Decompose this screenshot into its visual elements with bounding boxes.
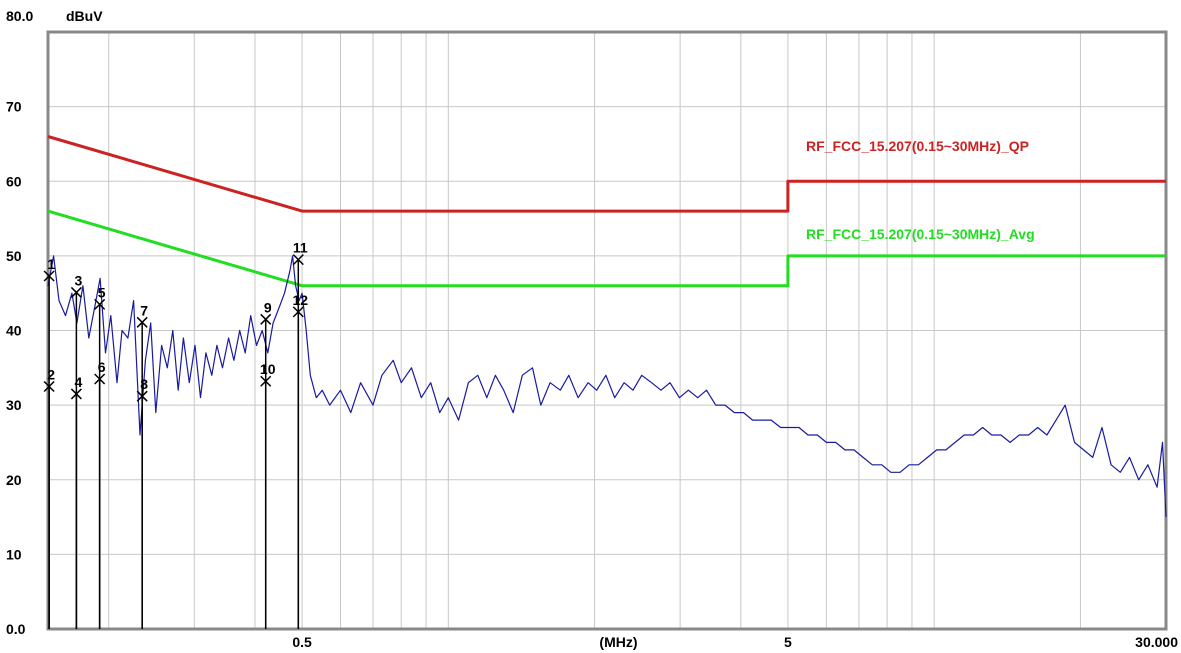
marker-label: 6 — [98, 359, 106, 375]
marker-label: 12 — [293, 292, 309, 308]
marker-label: 8 — [140, 376, 148, 392]
series-line — [47, 255, 1167, 518]
x-tick-label: 0.5 — [292, 634, 312, 650]
y-tick-label: 80.0 — [6, 8, 33, 24]
y-tick-label: 20 — [6, 472, 22, 488]
marker-cross — [136, 316, 148, 328]
marker-cross — [43, 380, 55, 392]
series-line — [47, 135, 1166, 213]
y-tick-label: 60 — [6, 173, 22, 189]
marker-cross — [136, 390, 148, 402]
marker-label: 9 — [264, 299, 272, 315]
marker-cross — [43, 270, 55, 282]
y-tick-label: 40 — [6, 323, 22, 339]
series-group — [47, 135, 1167, 518]
marker-label: 4 — [74, 374, 82, 390]
marker-label: 11 — [293, 240, 308, 256]
marker-cross — [292, 306, 304, 318]
legend-label: RF_FCC_15.207(0.15~30MHz)_QP — [806, 138, 1029, 154]
marker-cross — [292, 254, 304, 266]
y-tick-label: 30 — [6, 397, 22, 413]
y-tick-label: 0.0 — [6, 621, 26, 637]
marker-label: 7 — [140, 302, 148, 318]
marker-label: 1 — [47, 256, 55, 272]
marker-label: 5 — [98, 284, 106, 300]
marker-cross — [70, 388, 82, 400]
marker-cross — [260, 375, 272, 387]
y-tick-label: 50 — [6, 248, 22, 264]
series-line — [47, 209, 1166, 288]
marker-label: 3 — [74, 272, 82, 288]
y-tick-label: 70 — [6, 99, 22, 115]
y-tick-label: 10 — [6, 546, 22, 562]
x-axis-ticks: 0.5 (MHz) 5 30.000 — [292, 634, 1178, 650]
marker-cross — [70, 286, 82, 298]
marker-cross — [94, 373, 106, 385]
y-axis-ticks: 80.0 70 60 50 40 30 20 10 0.0 — [6, 8, 33, 637]
x-tick-label: (MHz) — [599, 634, 637, 650]
marker-cross — [260, 313, 272, 325]
legend-labels: RF_FCC_15.207(0.15~30MHz)_QP RF_FCC_15.20… — [806, 138, 1035, 242]
marker-label: 10 — [260, 361, 276, 377]
grid — [48, 31, 1166, 630]
marker-cross — [94, 298, 106, 310]
y-axis-label: dBuV — [66, 8, 103, 24]
legend-label: RF_FCC_15.207(0.15~30MHz)_Avg — [806, 226, 1035, 242]
marker-label: 2 — [47, 366, 55, 382]
x-tick-label: 5 — [784, 634, 792, 650]
plot-frame — [46, 30, 1168, 631]
x-tick-label: 30.000 — [1135, 634, 1178, 650]
